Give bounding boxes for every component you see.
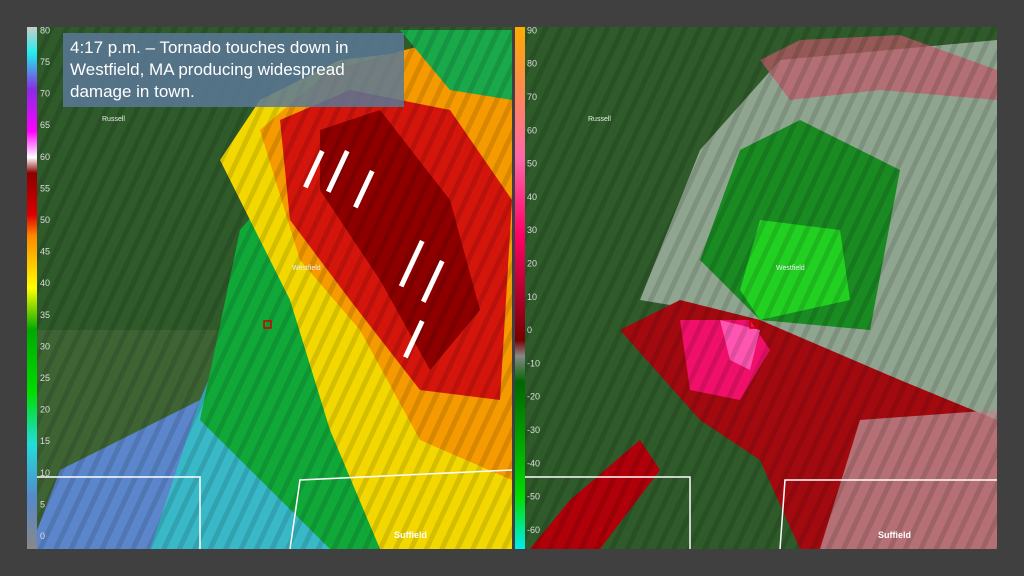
scale-label: 70 bbox=[40, 89, 50, 99]
place-label: Suffield bbox=[878, 530, 911, 540]
scale-label: 60 bbox=[527, 125, 537, 135]
scale-label: 60 bbox=[40, 152, 50, 162]
scale-label: -10 bbox=[527, 358, 540, 368]
caption-line: Westfield, MA producing widespread bbox=[70, 60, 345, 79]
reflectivity-map bbox=[27, 27, 512, 549]
scale-label: 65 bbox=[40, 120, 50, 130]
scale-label: -60 bbox=[527, 525, 540, 535]
caption-line: 4:17 p.m. – Tornado touches down in bbox=[70, 38, 348, 57]
scale-label: -20 bbox=[527, 392, 540, 402]
place-label: Suffield bbox=[394, 530, 427, 540]
scale-label: 40 bbox=[527, 192, 537, 202]
scale-label: 20 bbox=[40, 405, 50, 415]
place-label: Westfield bbox=[776, 265, 805, 272]
scale-label: 5 bbox=[40, 499, 45, 509]
scale-label: 35 bbox=[40, 310, 50, 320]
scale-label: 50 bbox=[527, 159, 537, 169]
scale-label: 75 bbox=[40, 57, 50, 67]
scale-label: 90 bbox=[527, 25, 537, 35]
scale-label: 10 bbox=[40, 468, 50, 478]
scale-label: 15 bbox=[40, 436, 50, 446]
scale-label: 10 bbox=[527, 292, 537, 302]
scale-label: 0 bbox=[40, 531, 45, 541]
scale-label: 20 bbox=[527, 258, 537, 268]
place-label: Westfield bbox=[292, 265, 321, 272]
scale-label: 50 bbox=[40, 215, 50, 225]
caption-line: damage in town. bbox=[70, 82, 195, 101]
scale-label: 80 bbox=[40, 25, 50, 35]
scale-label: -50 bbox=[527, 492, 540, 502]
place-label: Russell bbox=[102, 116, 125, 123]
scale-label: 70 bbox=[527, 92, 537, 102]
scale-label: 40 bbox=[40, 278, 50, 288]
reflectivity-color-bar bbox=[27, 27, 37, 549]
scale-label: 30 bbox=[40, 341, 50, 351]
velocity-color-bar bbox=[515, 27, 525, 549]
caption-box bbox=[63, 33, 404, 107]
scale-label: 25 bbox=[40, 373, 50, 383]
scale-label: -40 bbox=[527, 458, 540, 468]
place-label: Russell bbox=[588, 116, 611, 123]
scale-label: -30 bbox=[527, 425, 540, 435]
scale-label: 0 bbox=[527, 325, 532, 335]
scale-label: 55 bbox=[40, 183, 50, 193]
velocity-map bbox=[515, 27, 997, 549]
scale-label: 80 bbox=[527, 59, 537, 69]
scale-label: 45 bbox=[40, 247, 50, 257]
scale-label: 30 bbox=[527, 225, 537, 235]
